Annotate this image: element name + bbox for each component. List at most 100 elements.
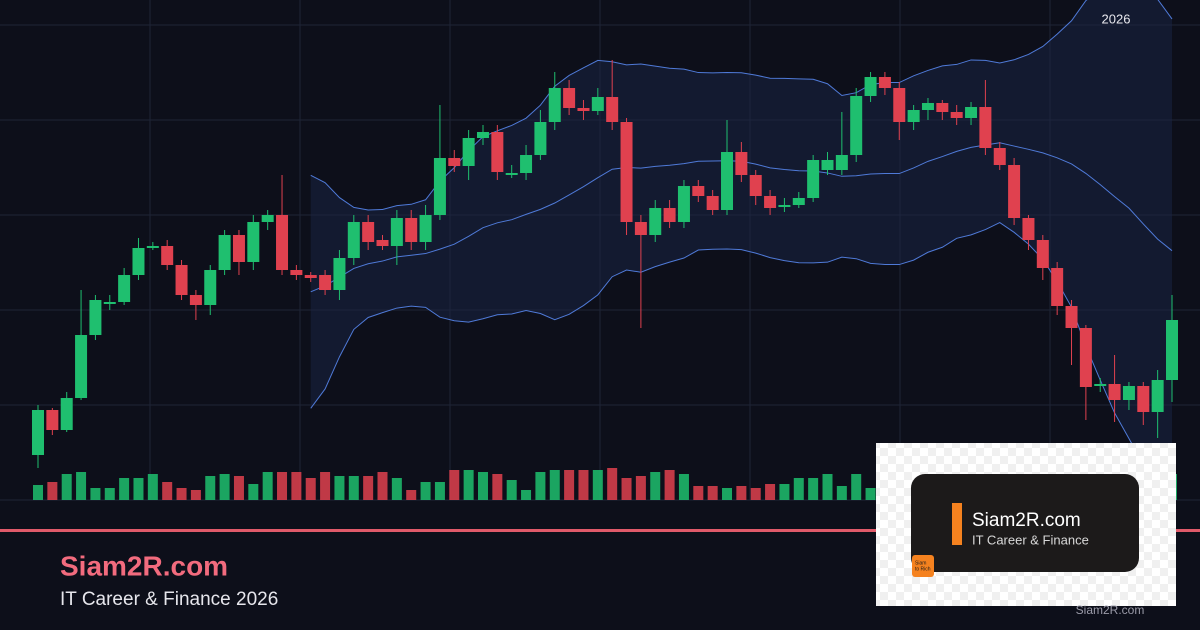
volume-bar [793, 478, 804, 500]
volume-bar [277, 472, 288, 500]
volume-bar [363, 476, 374, 500]
candle-body [476, 132, 489, 138]
candle-body [132, 248, 145, 275]
volume-bar [162, 482, 173, 500]
volume-bar [564, 470, 575, 500]
volume-bar [262, 472, 273, 500]
candle-body [1108, 384, 1121, 400]
volume-bar [291, 472, 302, 500]
volume-bar [477, 472, 488, 500]
candle-body [1065, 306, 1078, 328]
candle-body [362, 222, 375, 242]
candle-body [878, 77, 891, 88]
volume-bar [47, 482, 58, 500]
volume-bar [707, 486, 718, 500]
candle-body [663, 208, 676, 222]
candle-body [118, 275, 131, 302]
subtitle: IT Career & Finance 2026 [60, 589, 278, 610]
candle-body [261, 215, 274, 222]
candle-body [864, 77, 877, 96]
candle-body [735, 152, 748, 175]
candle-body [548, 88, 561, 122]
candle-body [692, 186, 705, 196]
volume-bar [76, 472, 87, 500]
divider [0, 529, 1200, 532]
volume-bar [147, 474, 158, 500]
watermark: Siam2R.com [1076, 603, 1145, 617]
candle-body [807, 160, 820, 198]
candle-body [1094, 384, 1107, 386]
candle-body [950, 112, 963, 118]
volume-bar [549, 470, 560, 500]
volume-bar [233, 476, 244, 500]
candle-body [979, 107, 992, 148]
candle-body [821, 160, 834, 170]
volume-bar [865, 488, 876, 500]
candle-body [505, 173, 518, 175]
volume-bar [736, 486, 747, 500]
candle-body [75, 335, 88, 398]
candle-body [1051, 268, 1064, 306]
volume-bar [808, 478, 819, 500]
candle-body [893, 88, 906, 122]
volume-bar [664, 470, 675, 500]
volume-bar [693, 486, 704, 500]
candle-body [390, 218, 403, 246]
candle-body [563, 88, 576, 108]
card-subtitle: IT Career & Finance [972, 532, 1089, 547]
volume-bar [722, 488, 733, 500]
candle-body [965, 107, 978, 118]
volume-bar [851, 474, 862, 500]
volume-bar [104, 488, 115, 500]
volume-bar [190, 490, 201, 500]
candle-body [276, 215, 289, 270]
candle-body [792, 198, 805, 205]
volume-bar [449, 470, 460, 500]
volume-bar [635, 476, 646, 500]
volume-bar [765, 484, 776, 500]
candle-body [1137, 386, 1150, 412]
candle-body [591, 97, 604, 111]
candle-body [1166, 320, 1178, 380]
volume-bar [420, 482, 431, 500]
candle-body [218, 235, 231, 270]
candle-body [749, 175, 762, 196]
candles [32, 60, 1178, 500]
logo-bottom: to Rich [915, 566, 931, 572]
volume-bar [391, 478, 402, 500]
candle-body [1022, 218, 1035, 240]
candle-body [319, 275, 332, 290]
candle-body [304, 275, 317, 278]
candle-body [89, 300, 102, 335]
candle-body [907, 110, 920, 122]
volume-bar [592, 470, 603, 500]
volume-bar [822, 474, 833, 500]
candle-body [993, 148, 1006, 165]
card-accent [952, 503, 962, 545]
logo [912, 555, 934, 577]
volume-bar [348, 476, 359, 500]
volume-bar [90, 488, 101, 500]
volume-bar [219, 474, 230, 500]
candle-body [534, 122, 547, 155]
candle-body [706, 196, 719, 210]
volume-bar [33, 485, 43, 500]
volume-bar [406, 490, 417, 500]
candle-body [347, 222, 360, 258]
candle-body [247, 222, 260, 262]
card [911, 474, 1139, 572]
candle-body [448, 158, 461, 166]
volume-bar [650, 472, 661, 500]
candle-body [462, 138, 475, 166]
card-title: Siam2R.com [972, 510, 1081, 531]
volume-bar [621, 478, 632, 500]
candle-body [620, 122, 633, 222]
year-label: 2026 [1102, 11, 1131, 26]
candle-body [60, 398, 73, 430]
candle-body [764, 196, 777, 208]
candle-body [778, 205, 791, 207]
volume-bar [578, 470, 589, 500]
title: Siam2R.com [60, 550, 228, 581]
volume-bar [492, 474, 503, 500]
candle-body [433, 158, 446, 215]
